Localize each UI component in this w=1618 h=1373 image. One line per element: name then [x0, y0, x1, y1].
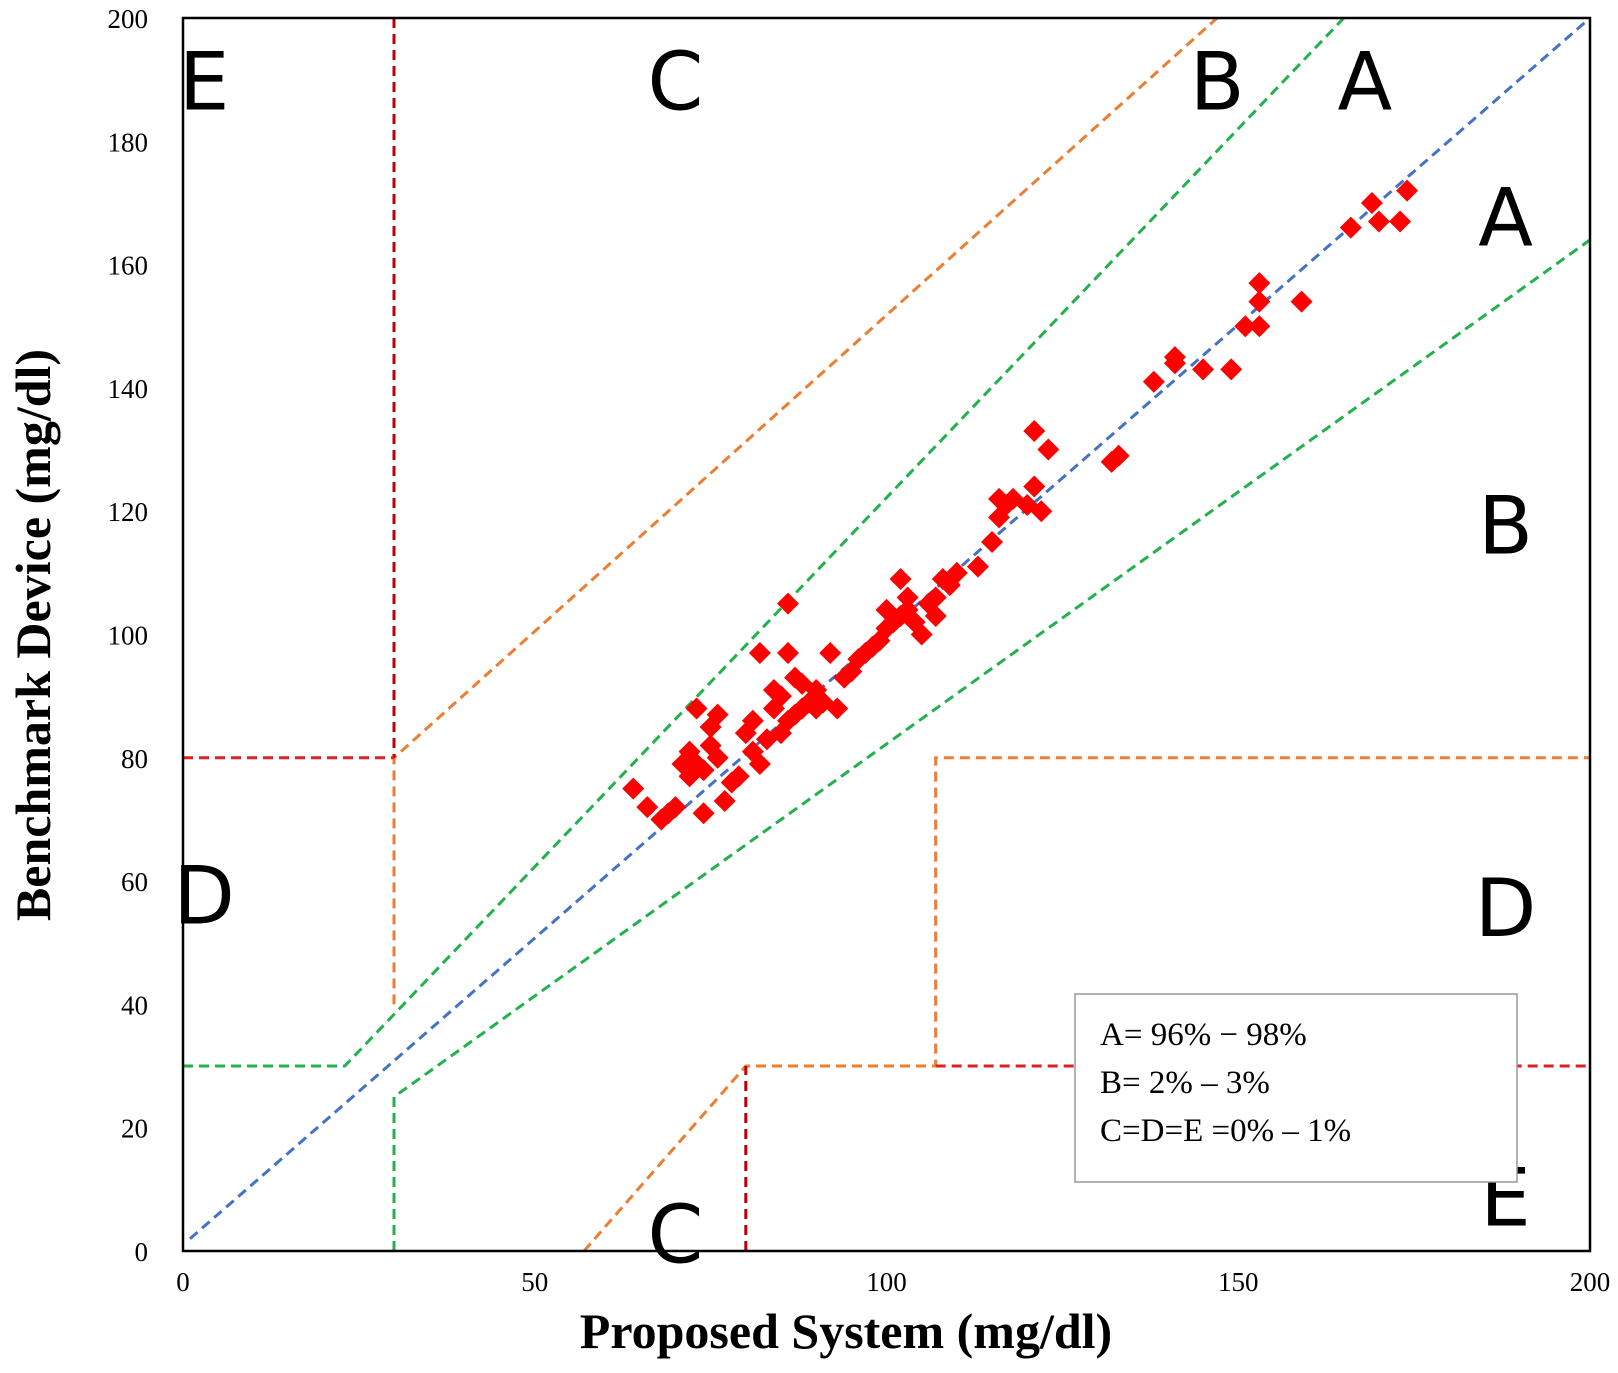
y-tick-label: 60 [121, 867, 148, 897]
data-point [1248, 315, 1271, 338]
data-point [1030, 500, 1053, 523]
data-point [1234, 315, 1257, 338]
legend-box: A= 96% − 98% B= 2% – 3% C=D=E =0% – 1% [1074, 993, 1518, 1183]
y-tick-label: 180 [108, 127, 149, 157]
data-point [819, 641, 842, 664]
data-points [622, 179, 1419, 831]
zone-line-A-lower [392, 238, 1591, 1251]
data-point [664, 796, 687, 819]
y-tick-label: 120 [108, 497, 149, 527]
data-point [692, 759, 715, 782]
data-point [692, 802, 715, 825]
data-point [924, 586, 947, 609]
y-axis-title: Benchmark Device (mg/dl) [5, 349, 61, 921]
data-point [706, 746, 729, 769]
x-axis-tick-labels: 0 50 100 150 200 [176, 1267, 1610, 1297]
data-point [685, 697, 708, 720]
y-axis-tick-labels: 0 20 40 60 80 100 120 140 160 180 200 [108, 4, 149, 1267]
y-tick-label: 160 [108, 251, 149, 281]
data-point [1023, 475, 1046, 498]
data-point [1389, 210, 1412, 233]
data-point [777, 592, 800, 615]
data-point [748, 641, 771, 664]
legend-frame [1074, 993, 1518, 1183]
data-point [1142, 370, 1165, 393]
legend-line-cde: C=D=E =0% – 1% [1100, 1113, 1351, 1149]
data-point [1290, 290, 1313, 313]
data-point [1339, 216, 1362, 239]
zone-label-c: C [648, 1189, 704, 1282]
zone-label-b: B [1478, 480, 1533, 573]
data-point [769, 685, 792, 708]
data-point [889, 568, 912, 591]
data-point [777, 641, 800, 664]
data-point [945, 561, 968, 584]
data-point [910, 623, 933, 646]
data-point [1220, 358, 1243, 381]
zone-line-A-upper [183, 16, 1345, 1068]
zone-label-a: A [1478, 171, 1533, 264]
data-point [981, 531, 1004, 554]
data-point [713, 789, 736, 812]
data-point [1360, 191, 1383, 214]
y-tick-label: 80 [121, 744, 148, 774]
data-point [1023, 420, 1046, 443]
data-point [1248, 290, 1271, 313]
data-point [896, 586, 919, 609]
x-tick-label: 0 [176, 1267, 190, 1297]
data-point [727, 765, 750, 788]
data-point [748, 752, 771, 775]
data-point [1248, 272, 1271, 295]
y-tick-label: 40 [121, 990, 148, 1020]
data-point [1163, 352, 1186, 375]
data-point [966, 555, 989, 578]
data-point [1037, 438, 1060, 461]
y-tick-label: 20 [121, 1114, 148, 1144]
zone-label-e: E [179, 36, 230, 129]
zone-label-d: D [1475, 862, 1537, 955]
data-point [1396, 179, 1419, 202]
data-point [636, 796, 659, 819]
legend-line-b: B= 2% – 3% [1100, 1065, 1270, 1101]
x-axis-title: Proposed System (mg/dl) [580, 1303, 1112, 1359]
data-point [706, 703, 729, 726]
legend-line-a: A= 96% − 98% [1100, 1017, 1307, 1053]
y-tick-label: 0 [135, 1237, 149, 1267]
data-point [741, 709, 764, 732]
y-tick-label: 100 [108, 621, 149, 651]
data-point [622, 777, 645, 800]
data-point [1107, 444, 1130, 467]
y-tick-label: 140 [108, 374, 149, 404]
zone-label-c: C [648, 36, 704, 129]
data-point [1192, 358, 1215, 381]
x-tick-label: 50 [521, 1267, 548, 1297]
data-point [924, 605, 947, 628]
x-tick-label: 150 [1218, 1267, 1259, 1297]
plot-area-frame [181, 16, 1592, 1253]
zone-label-a: A [1338, 36, 1393, 129]
y-tick-label: 200 [108, 4, 149, 34]
data-point [826, 697, 849, 720]
data-point [1367, 210, 1390, 233]
x-tick-label: 100 [866, 1267, 907, 1297]
x-tick-label: 200 [1570, 1267, 1611, 1297]
zone-label-d: D [173, 849, 235, 942]
zone-label-b: B [1190, 36, 1245, 129]
